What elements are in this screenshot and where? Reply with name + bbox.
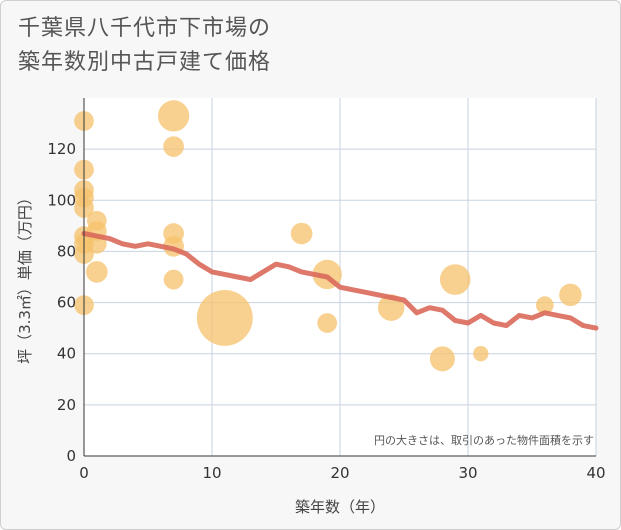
data-point [473,346,489,362]
x-tick-label: 0 [79,464,89,482]
tick-labels: 0 10 20 30 40 0 20 40 60 80 100 120 [47,140,605,482]
data-point [429,346,455,372]
size-note: 円の大きさは、取引のあった物件面積を示す [374,433,594,447]
chart-title-line-1: 千葉県八千代市下市場の [18,16,272,41]
axes [83,98,596,457]
data-point [157,100,190,132]
chart-title-line-2: 築年数別中古戸建て価格 [18,50,272,75]
chart-title: 千葉県八千代市下市場の 築年数別中古戸建て価格 [18,12,271,80]
data-point [559,283,582,307]
y-tick-label: 80 [57,242,76,260]
data-point [163,136,184,157]
y-tick-label: 40 [57,345,76,363]
x-tick-label: 40 [586,464,605,482]
y-tick-label: 0 [66,447,76,465]
y-tick-label: 120 [47,140,76,158]
x-axis-label: 築年数（年） [295,498,385,516]
y-tick-label: 60 [57,294,76,312]
x-tick-label: 10 [202,464,221,482]
y-tick-label: 20 [57,396,76,414]
data-point [85,261,108,283]
data-point [290,222,313,245]
data-point [163,269,184,290]
data-point [196,289,253,346]
data-point [439,264,471,295]
data-point [317,313,338,333]
x-tick-label: 20 [330,464,349,482]
trend-line [81,231,599,331]
y-axis-label: 坪（3.3㎡）単価（万円） [16,190,34,364]
data-point [535,296,554,314]
x-tick-label: 30 [458,464,477,482]
y-tick-label: 100 [47,191,76,209]
